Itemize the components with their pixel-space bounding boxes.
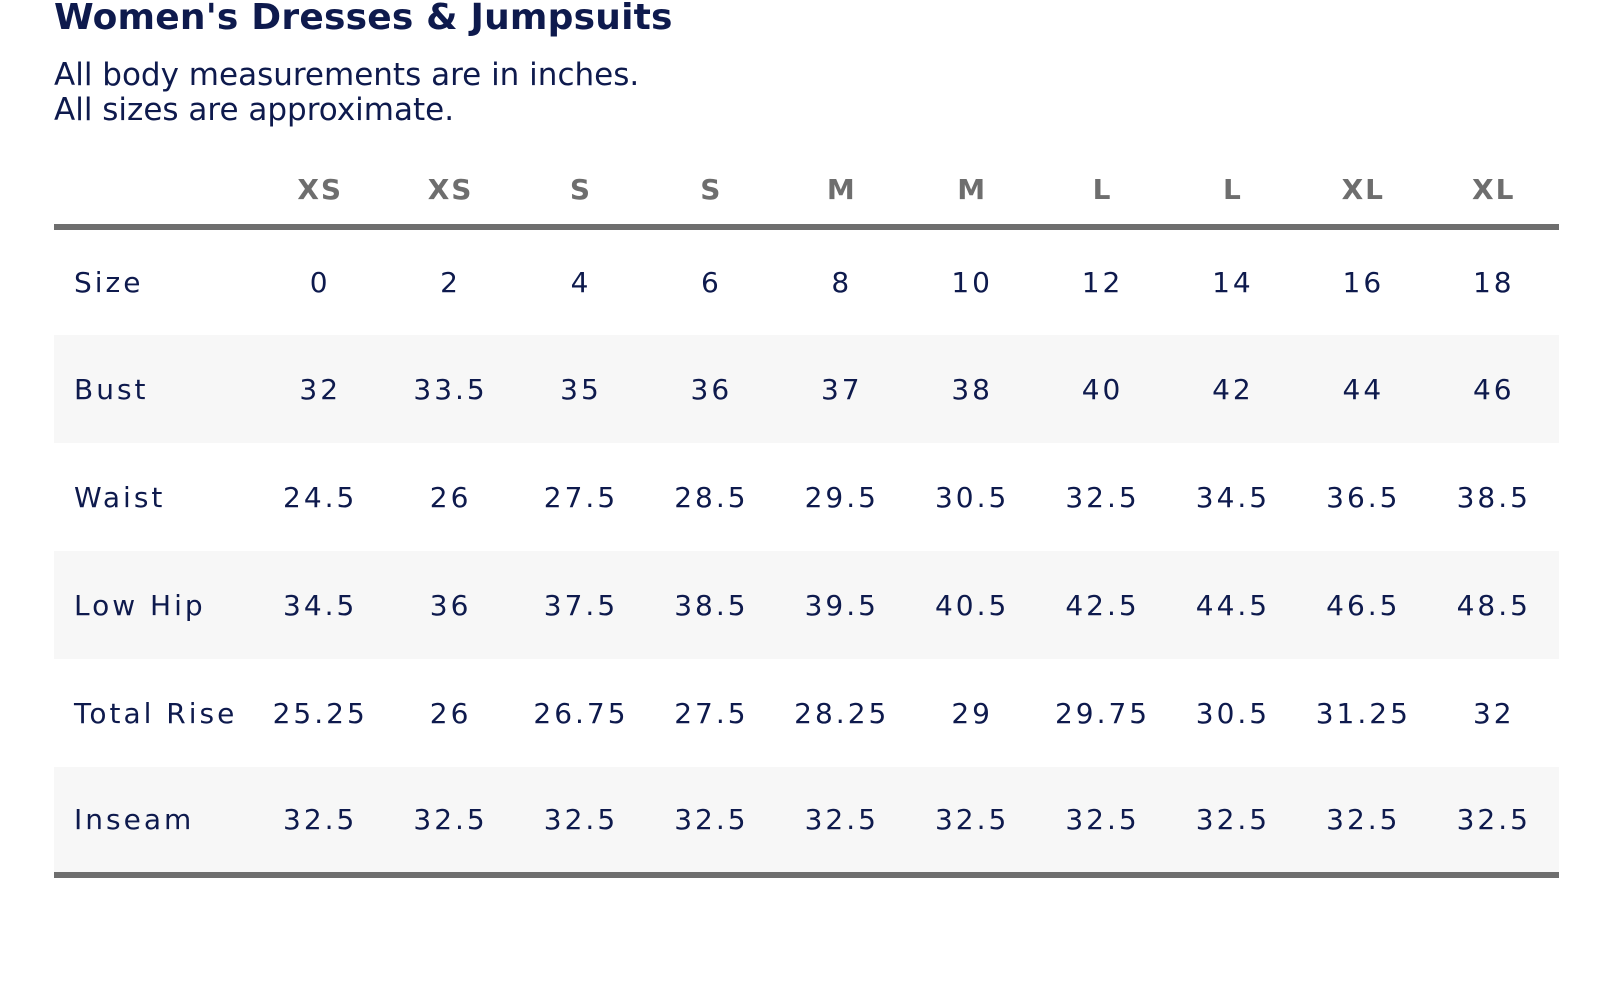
table-cell: 29: [951, 696, 993, 730]
table-cell: 0: [309, 266, 331, 299]
row-label: Waist: [74, 480, 166, 514]
table-cell: 12: [1081, 266, 1124, 299]
table-cell: 32.5: [1428, 767, 1559, 878]
row-label: Low Hip: [74, 588, 206, 622]
table-body: Size 0 2 4 6 8 10 12 14 16 18 Bust 32 33…: [54, 227, 1559, 878]
header-cell-size-letter: S: [515, 154, 647, 230]
table-cell: 10: [951, 266, 993, 299]
table-cell: 37.5: [543, 588, 619, 622]
table-cell: 24.5: [283, 480, 358, 514]
header-cell-size-letter: M: [776, 154, 907, 230]
table-cell: 44.5: [1195, 588, 1271, 622]
table-row-low-hip: Low Hip 34.5 36 37.5 38.5 39.5 40.5 42.5…: [54, 551, 1559, 659]
table-cell: 32.5: [515, 767, 647, 878]
table-cell: 37: [820, 372, 863, 406]
table-cell: 36: [690, 372, 733, 406]
table-cell: 6: [700, 266, 722, 299]
intro-line-measurements: All body measurements are in inches.: [54, 57, 640, 93]
table-cell: 27.5: [674, 696, 749, 730]
header-row: XS XS S S M M L L XL XL: [54, 154, 1559, 230]
table-cell: 38: [951, 372, 993, 406]
table-cell: 26: [429, 696, 472, 730]
table-cell: 42: [1212, 372, 1254, 406]
row-label: Bust: [74, 372, 149, 406]
table-cell: 8: [831, 266, 853, 299]
table-row-bust: Bust 32 33.5 35 36 37 38 40 42 44 46: [54, 335, 1559, 443]
table-cell: 18: [1472, 266, 1515, 299]
table-cell: 32.5: [255, 767, 386, 878]
table-row-size: Size 0 2 4 6 8 10 12 14 16 18: [54, 227, 1559, 335]
table-cell: 46: [1472, 372, 1515, 406]
header-cell-size-letter: L: [1167, 154, 1299, 230]
table-cell: 32: [299, 372, 342, 406]
table-cell: 29.75: [1054, 696, 1151, 730]
table-row-inseam: Inseam 32.5 32.5 32.5 32.5 32.5 32.5 32.…: [54, 767, 1559, 878]
table-cell: 48.5: [1456, 588, 1531, 622]
table-cell: 14: [1212, 266, 1254, 299]
table-cell: 40.5: [934, 588, 1010, 622]
row-label: Size: [74, 266, 144, 299]
table-cell: 31.25: [1315, 696, 1411, 730]
table-cell: 28.5: [674, 480, 749, 514]
table-cell: 36.5: [1326, 480, 1401, 514]
table-cell: 28.25: [794, 696, 890, 730]
header-cell-size-letter: M: [906, 154, 1038, 230]
table-cell: 26: [429, 480, 472, 514]
table-cell: 44: [1342, 372, 1385, 406]
header-cell-size-letter: S: [646, 154, 777, 230]
intro-text: All body measurements are in inches. All…: [54, 58, 1559, 128]
table-cell: 30.5: [1195, 696, 1271, 730]
table-cell: 35: [560, 372, 602, 406]
table-cell: 32.5: [1298, 767, 1429, 878]
header-cell-size-letter: L: [1037, 154, 1168, 230]
table-cell: 32.5: [646, 767, 777, 878]
table-cell: 30.5: [934, 480, 1010, 514]
size-chart: Women's Dresses & Jumpsuits All body mea…: [54, 0, 1559, 878]
table-cell: 46.5: [1326, 588, 1401, 622]
page-title: Women's Dresses & Jumpsuits: [54, 0, 673, 38]
row-label: Inseam: [54, 767, 255, 878]
table-cell: 38.5: [1456, 480, 1531, 514]
header-cell-size-letter: XL: [1428, 154, 1559, 230]
table-cell: 32.5: [1037, 767, 1168, 878]
table-cell: 32.5: [1065, 480, 1140, 514]
table-cell: 32.5: [906, 767, 1038, 878]
table-cell: 32.5: [776, 767, 907, 878]
table-cell: 26.75: [533, 696, 629, 730]
row-label: Total Rise: [74, 696, 238, 730]
header-cell-size-letter: XS: [255, 154, 386, 230]
table-cell: 4: [570, 266, 592, 299]
table-cell: 34.5: [1195, 480, 1271, 514]
table-cell: 34.5: [283, 588, 358, 622]
table-cell: 36: [429, 588, 472, 622]
table-cell: 16: [1342, 266, 1385, 299]
table-cell: 38.5: [674, 588, 749, 622]
table-cell: 32.5: [385, 767, 516, 878]
table-cell: 27.5: [543, 480, 619, 514]
table-row-waist: Waist 24.5 26 27.5 28.5 29.5 30.5 32.5 3…: [54, 443, 1559, 551]
table-cell: 2: [440, 266, 461, 299]
table-cell: 32: [1472, 696, 1515, 730]
size-table: XS XS S S M M L L XL XL Size 0 2 4 6 8 1…: [54, 154, 1559, 878]
table-header: XS XS S S M M L L XL XL: [54, 154, 1559, 230]
table-cell: 29.5: [804, 480, 879, 514]
table-row-total-rise: Total Rise 25.25 26 26.75 27.5 28.25 29 …: [54, 659, 1559, 767]
table-cell: 39.5: [804, 588, 879, 622]
intro-line-approximate: All sizes are approximate.: [54, 92, 455, 128]
table-cell: 42.5: [1065, 588, 1140, 622]
table-cell: 40: [1081, 372, 1124, 406]
header-cell-size-letter: XS: [385, 154, 516, 230]
header-cell-size-letter: XL: [1298, 154, 1429, 230]
table-cell: 33.5: [413, 372, 488, 406]
table-cell: 25.25: [272, 696, 368, 730]
header-cell-empty: [54, 154, 255, 230]
table-cell: 32.5: [1167, 767, 1299, 878]
